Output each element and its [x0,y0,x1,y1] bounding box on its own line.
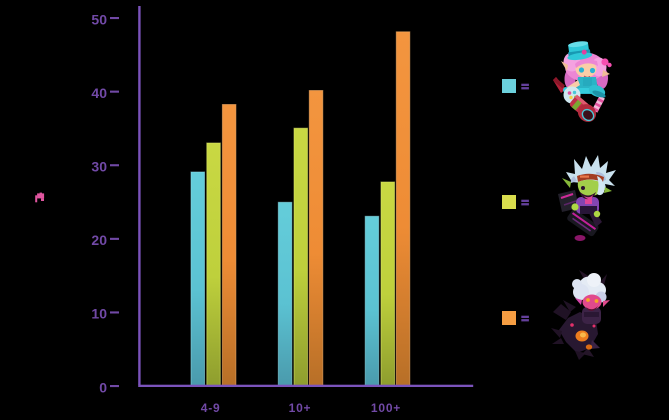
svg-text:20: 20 [91,232,107,248]
svg-text:30: 30 [91,159,107,175]
svg-text:4-9: 4-9 [201,401,221,415]
svg-text:10+: 10+ [289,401,312,415]
svg-text:40: 40 [91,85,107,101]
svg-text:0: 0 [99,379,107,395]
svg-text:50: 50 [91,11,107,27]
svg-text:100+: 100+ [371,401,401,415]
svg-text:10: 10 [91,306,107,322]
